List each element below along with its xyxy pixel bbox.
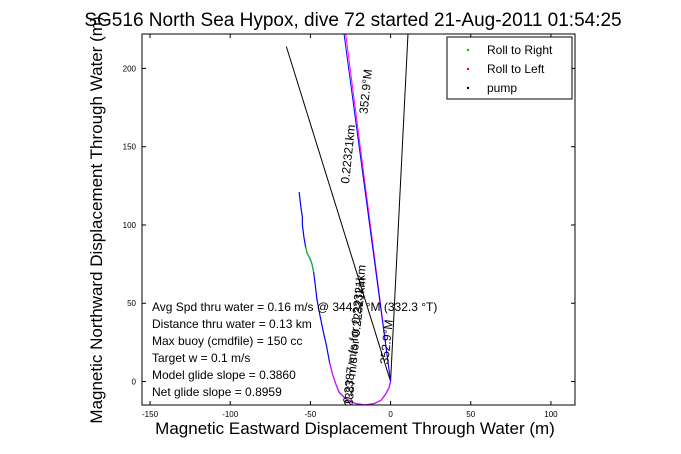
heading-annotation: 352.9°M bbox=[356, 68, 375, 114]
x-axis-label: Magnetic Eastward Displacement Through W… bbox=[155, 419, 555, 438]
x-tick-label: 100 bbox=[544, 410, 558, 419]
heading-line bbox=[343, 34, 392, 382]
legend-marker bbox=[466, 86, 470, 90]
y-tick-label: 100 bbox=[123, 221, 137, 230]
y-tick-label: 0 bbox=[132, 378, 137, 387]
legend: Roll to Right Roll to Left pump bbox=[446, 36, 573, 100]
stats-line: Distance thru water = 0.13 km bbox=[152, 317, 312, 331]
y-tick-label: 200 bbox=[123, 64, 137, 73]
heading-line bbox=[390, 34, 409, 382]
x-tick-label: -50 bbox=[305, 410, 317, 419]
stats-line: Avg Spd thru water = 0.16 m/s @ 344.7 °M… bbox=[152, 300, 437, 314]
legend-label: Roll to Right bbox=[487, 43, 553, 57]
heading-annotation: 352.9°M bbox=[377, 319, 396, 365]
x-tick-label: -100 bbox=[222, 410, 239, 419]
legend-marker bbox=[466, 67, 470, 71]
stats-line: Model glide slope = 0.3860 bbox=[152, 368, 296, 382]
legend-label: pump bbox=[487, 81, 517, 95]
chart-title: SG516 North Sea Hypox, dive 72 started 2… bbox=[84, 10, 621, 31]
legend-label: Roll to Left bbox=[487, 62, 545, 76]
heading-annotation: 0.22321km bbox=[338, 124, 358, 185]
track-series-line bbox=[329, 362, 392, 405]
stats-line: Net glide slope = 0.8959 bbox=[152, 385, 282, 399]
legend-marker bbox=[466, 48, 470, 52]
x-tick-label: -150 bbox=[142, 410, 159, 419]
y-tick-label: 50 bbox=[127, 299, 136, 308]
y-tick-label: 150 bbox=[123, 143, 137, 152]
stats-line: Target w = 0.1 m/s bbox=[152, 351, 250, 365]
stats-line: Max buoy (cmdfile) = 150 cc bbox=[152, 334, 302, 348]
plot-frame bbox=[141, 33, 576, 406]
x-tick-label: 50 bbox=[466, 410, 475, 419]
y-axis-label: Magnetic Northward Displacement Through … bbox=[87, 16, 106, 423]
heading-line bbox=[285, 46, 392, 382]
x-tick-label: 0 bbox=[388, 410, 393, 419]
track-series-line bbox=[305, 246, 315, 273]
